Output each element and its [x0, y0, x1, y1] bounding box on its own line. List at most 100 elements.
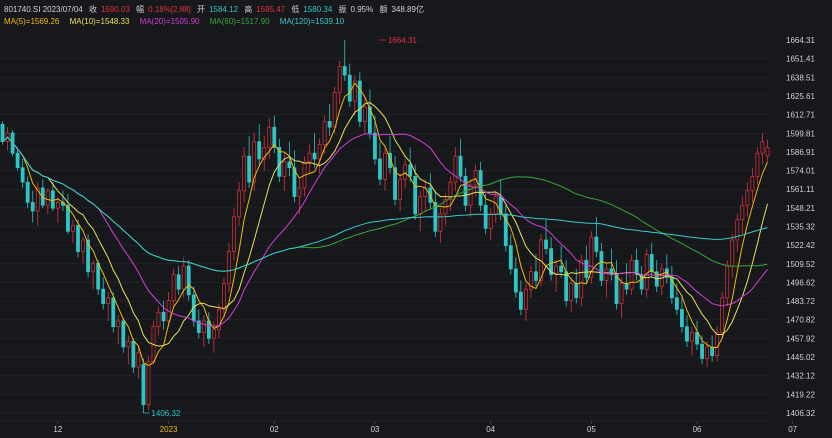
- candle-body: [720, 297, 725, 333]
- candle: [327, 104, 332, 136]
- candle: [201, 315, 206, 347]
- candle: [86, 234, 90, 278]
- candle: [680, 294, 684, 333]
- candle: [171, 268, 176, 307]
- candle-body: [579, 259, 584, 299]
- candle: [488, 208, 493, 240]
- candle-body: [634, 259, 639, 276]
- x-tick-label: 2023: [160, 425, 178, 434]
- candle: [222, 277, 226, 319]
- ma60-legend[interactable]: MA(60)=1517.90: [209, 17, 270, 26]
- high-label: 高: [244, 5, 253, 14]
- candle-body: [362, 106, 367, 122]
- candle: [232, 208, 236, 261]
- candle: [272, 115, 277, 154]
- ma10-legend[interactable]: MA(10)=1548.33: [69, 17, 130, 26]
- y-tick-label: 1561.11: [786, 185, 815, 194]
- ma120-legend[interactable]: MA(120)=1539.10: [279, 17, 345, 26]
- candle-body: [549, 248, 553, 276]
- candle-body: [624, 282, 629, 290]
- candle: [725, 260, 730, 307]
- y-tick-label: 1664.31: [786, 36, 815, 45]
- y-tick-label: 1638.51: [786, 73, 815, 82]
- candle-body: [347, 74, 352, 102]
- candle-body: [146, 361, 151, 406]
- candle: [347, 63, 352, 107]
- candle-body: [141, 363, 146, 406]
- candle: [15, 147, 20, 171]
- candle-body: [604, 268, 609, 281]
- candle-body: [116, 320, 121, 328]
- candle-body: [317, 144, 322, 160]
- candle: [40, 179, 45, 209]
- candle: [564, 260, 569, 307]
- candle: [217, 303, 221, 339]
- candle: [262, 135, 267, 171]
- x-tick-label: 12: [53, 425, 62, 434]
- candle: [45, 187, 50, 214]
- candle-body: [448, 181, 453, 200]
- candle-body: [508, 245, 513, 270]
- ma5-legend[interactable]: MA(5)=1569.26: [4, 17, 60, 26]
- candle: [730, 234, 735, 278]
- candle: [413, 164, 418, 220]
- candle-body: [685, 326, 689, 342]
- candle-body: [715, 332, 720, 356]
- candle-body: [609, 268, 614, 276]
- candle-body: [438, 213, 443, 232]
- candle: [101, 277, 106, 310]
- candle-body: [559, 265, 564, 273]
- y-tick-label: 1406.32: [786, 409, 815, 418]
- ma20-legend[interactable]: MA(20)=1505.90: [139, 17, 200, 26]
- candle-body: [674, 297, 679, 310]
- y-tick-label: 1496.62: [786, 278, 815, 287]
- candle-body: [705, 346, 710, 359]
- candle-body: [534, 271, 538, 281]
- y-tick-label: 1535.32: [786, 222, 815, 231]
- candle: [111, 292, 116, 333]
- candle: [634, 248, 639, 281]
- y-tick-label: 1548.21: [786, 204, 815, 213]
- x-tick-label: 04: [486, 425, 495, 434]
- candle: [91, 260, 96, 290]
- candle: [25, 176, 30, 209]
- candle-body: [66, 204, 70, 232]
- y-tick-label: 1574.01: [786, 167, 815, 176]
- candle-body: [161, 311, 166, 322]
- candle: [156, 306, 161, 336]
- candle-body: [378, 158, 382, 180]
- candle: [669, 265, 674, 304]
- candle: [554, 260, 559, 293]
- close-label: 收: [88, 5, 97, 14]
- candle: [745, 182, 750, 217]
- candle: [373, 115, 377, 165]
- candle: [277, 138, 282, 183]
- x-tick-label: 03: [370, 425, 379, 434]
- y-tick-label: 1470.82: [786, 316, 815, 325]
- candle: [433, 190, 438, 238]
- candle-body: [458, 155, 463, 177]
- x-tick-label: 06: [693, 425, 702, 434]
- candle: [136, 346, 141, 379]
- candle-body: [35, 187, 40, 212]
- candle: [664, 254, 669, 284]
- candle: [438, 208, 443, 243]
- candle: [629, 254, 634, 295]
- candle: [503, 205, 508, 252]
- candle: [71, 219, 75, 243]
- candle-body: [649, 254, 654, 273]
- candle-body: [367, 106, 372, 134]
- candle-body: [488, 213, 493, 229]
- amount-label: 额: [379, 5, 388, 14]
- candle: [473, 164, 478, 197]
- candle: [30, 190, 35, 223]
- candle-body: [644, 254, 649, 290]
- candle: [237, 182, 241, 226]
- candle-body: [750, 176, 755, 192]
- candle: [524, 283, 528, 321]
- candle-body: [599, 251, 604, 281]
- candle-body: [589, 236, 594, 278]
- candle: [66, 193, 70, 235]
- candle-body: [418, 196, 423, 215]
